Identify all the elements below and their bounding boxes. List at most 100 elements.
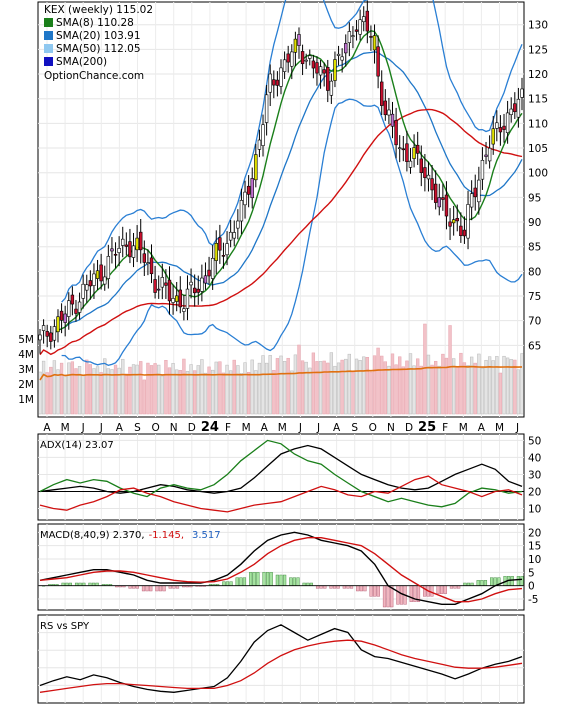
rs-grid (38, 615, 524, 703)
candle-body (135, 237, 139, 251)
volume-bar (380, 355, 384, 415)
candle-body (146, 262, 150, 265)
volume-bar (462, 362, 467, 415)
macd-hist-bar (430, 585, 434, 597)
candle-body (430, 178, 434, 191)
candle-body (336, 53, 341, 56)
price-tick-label: 95 (528, 192, 541, 204)
x-tick-label: 25 (418, 420, 436, 435)
panel-tick-label: -5 (528, 594, 538, 606)
macd-hist-bar (373, 585, 377, 597)
candle-body (203, 275, 208, 284)
candle-body (286, 53, 290, 63)
macd-hist-bar (239, 577, 243, 586)
candle-body (459, 225, 463, 236)
candle-body (67, 300, 71, 317)
candle-body (261, 124, 265, 146)
candle-body (333, 59, 337, 81)
macd-hist-bar (225, 581, 230, 586)
macd-series-macd (39, 531, 523, 605)
candle-body (268, 73, 272, 93)
candle-body (218, 237, 222, 251)
x-tick-label: M (242, 422, 251, 434)
volume-bar (401, 366, 405, 415)
candle-body (362, 16, 366, 23)
sma200-swatch (44, 57, 53, 66)
volume-bar (487, 356, 492, 415)
volume-bar (437, 365, 441, 415)
macd-hist-bar (409, 585, 413, 602)
candle-body (182, 308, 186, 312)
candle-body (304, 59, 308, 62)
candle-body (444, 194, 449, 217)
volume-bar (99, 372, 103, 415)
rs-frame (37, 614, 525, 704)
macd-hist-value: 3.517 (192, 530, 221, 541)
price-tick-label: 115 (528, 94, 548, 106)
volume-bar (459, 352, 463, 415)
volume-bar (473, 362, 477, 415)
panel-tick-label: 0 (528, 581, 535, 593)
macd-hist-bar (399, 585, 404, 605)
macd-signal-value: -1.145, (149, 530, 184, 541)
candle-body (239, 200, 244, 222)
x-tick-label: S (351, 422, 358, 434)
candle-body (264, 94, 269, 123)
candle-body (88, 280, 93, 287)
volume-bar (354, 358, 359, 415)
candle-body (326, 67, 330, 91)
candle-body (405, 143, 409, 162)
volume-bar (175, 369, 179, 415)
candle-body (160, 277, 164, 288)
volume-bar (426, 354, 431, 415)
volume-bar (38, 371, 42, 415)
macd-hist-bar (493, 577, 497, 586)
volume-bar (200, 359, 204, 415)
candle-body (401, 148, 405, 151)
candle-body (99, 264, 103, 282)
candle-body (103, 276, 107, 285)
candle-body (466, 204, 470, 239)
candle-body (185, 288, 190, 309)
volume-bar (520, 353, 524, 415)
macd-hist-bar (349, 585, 354, 589)
volume-bar (329, 352, 334, 415)
candle-body (221, 255, 226, 257)
candle-body (448, 221, 452, 227)
volume-bar (157, 364, 161, 415)
adx-series-adx (39, 444, 523, 494)
candle-body (415, 144, 420, 154)
macd-hist-bar (262, 572, 266, 586)
volume-bar (228, 370, 233, 415)
price-tick-label: 65 (528, 340, 541, 352)
candle-body (178, 289, 182, 308)
candle-body (369, 36, 373, 38)
volume-bar (387, 365, 391, 415)
candle-body (437, 197, 441, 208)
x-tick-label: J (316, 422, 320, 434)
candle-body (390, 113, 395, 127)
macd-hist-bar (162, 585, 166, 592)
macd-hist-bar (483, 580, 488, 586)
candle-body (59, 310, 64, 321)
volume-bar (146, 362, 150, 415)
volume-bar (63, 374, 67, 415)
volume-bar (135, 364, 139, 415)
candle-body (505, 112, 510, 133)
candle-body (318, 66, 323, 76)
rs-label: RS vs SPY (40, 621, 90, 632)
x-tick-label: J (99, 422, 103, 434)
candle-body (383, 100, 388, 116)
volume-bar (275, 358, 280, 415)
candle-body (139, 231, 143, 251)
volume-tick-label: 5M (18, 334, 34, 346)
candle-body (372, 35, 377, 51)
candle-body (110, 248, 114, 252)
volume-bar (178, 370, 182, 415)
volume-bar (110, 369, 114, 415)
price-panel: 65 70 75 80 85 90 95 100 105 110 115 120 125 130 1M 2M… (18, 0, 548, 418)
macd-hist-bar (158, 585, 163, 592)
volume-bar (498, 372, 503, 415)
x-tick-label: M (459, 422, 468, 434)
x-tick-label: J (515, 422, 519, 434)
